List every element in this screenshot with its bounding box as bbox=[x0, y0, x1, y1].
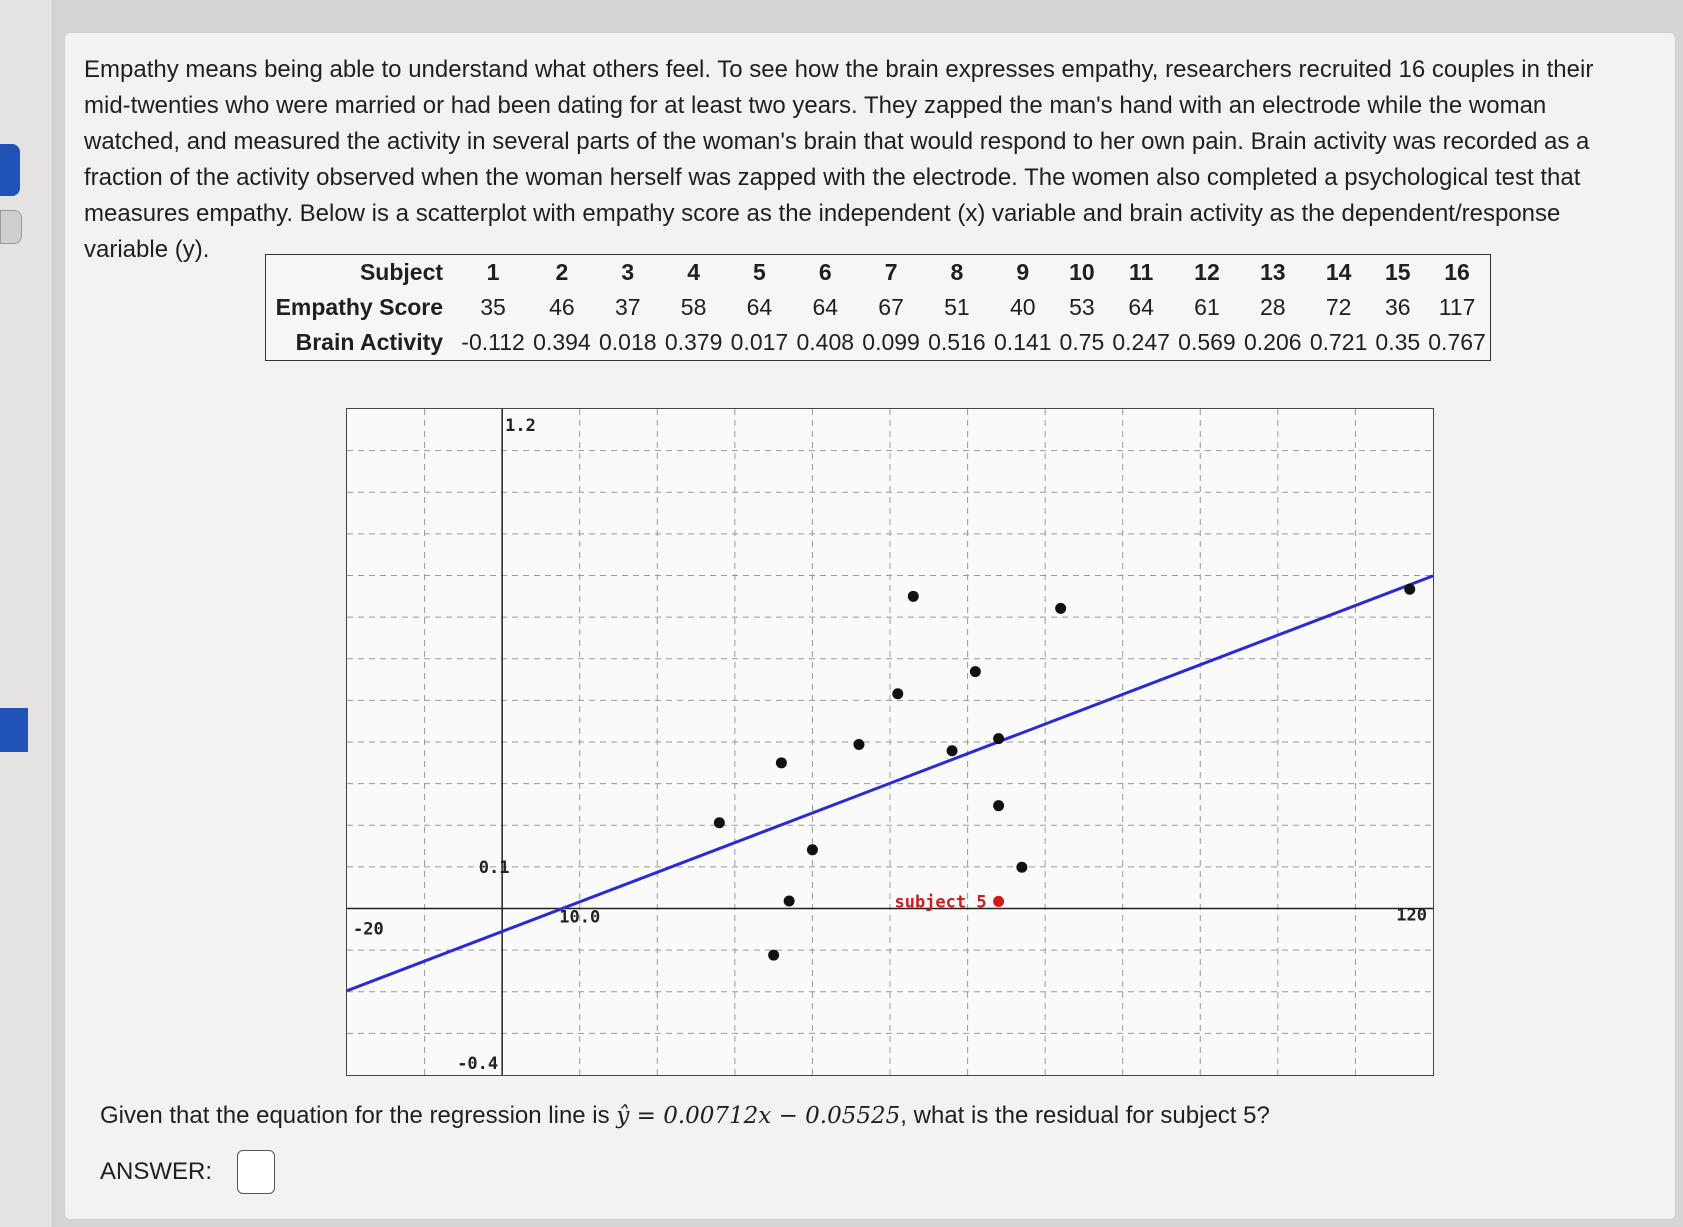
brain-cell: 0.379 bbox=[664, 329, 723, 355]
y-tick-label: 0.1 bbox=[479, 858, 510, 878]
brain-cell: 0.35 bbox=[1375, 329, 1421, 355]
data-point bbox=[806, 844, 818, 856]
question-prefix: Given that the equation for the regressi… bbox=[100, 1102, 617, 1129]
x-min-label: -20 bbox=[353, 920, 384, 940]
empathy-cell: 64 bbox=[1128, 294, 1154, 320]
x-max-label: 120 bbox=[1396, 906, 1427, 926]
question-text: Given that the equation for the regressi… bbox=[100, 1102, 1270, 1130]
subject-cell: 7 bbox=[884, 259, 898, 285]
subject-cell: 5 bbox=[753, 259, 766, 285]
x-tick-label: 10.0 bbox=[559, 908, 600, 928]
empathy-cell: 35 bbox=[480, 294, 506, 320]
empathy-cell: 36 bbox=[1385, 294, 1411, 320]
brain-cell: 0.569 bbox=[1178, 329, 1236, 355]
row-label-empathy: Empathy Score bbox=[275, 294, 444, 320]
problem-text: Empathy means being able to understand w… bbox=[84, 56, 1594, 263]
table-row-subject: Subject 1 2 3 4 5 6 7 8 9 10 11 12 13 14 15 16 bbox=[266, 255, 1491, 291]
subject-cell: 13 bbox=[1259, 259, 1286, 285]
scatterplot: 1.2 -0.4 -20 120 0.1 10.0 subject 5 bbox=[346, 408, 1434, 1076]
data-table: Subject 1 2 3 4 5 6 7 8 9 10 11 12 13 14 15 16 Empathy … bbox=[265, 254, 1491, 361]
empathy-cell: 64 bbox=[812, 294, 839, 320]
subject-cell: 12 bbox=[1194, 259, 1220, 285]
subject-cell: 1 bbox=[486, 259, 500, 285]
brain-cell: 0.018 bbox=[598, 329, 657, 355]
answer-label: ANSWER: bbox=[100, 1158, 213, 1185]
empathy-cell: 72 bbox=[1325, 294, 1352, 320]
question-suffix: , what is the residual for subject 5? bbox=[900, 1102, 1270, 1129]
subject-cell: 4 bbox=[687, 259, 700, 285]
data-point bbox=[993, 733, 1005, 745]
subject-cell: 15 bbox=[1385, 259, 1411, 285]
subject-cell: 11 bbox=[1128, 259, 1154, 285]
data-point bbox=[775, 757, 787, 769]
subject-cell: 3 bbox=[621, 259, 635, 285]
brain-cell: 0.75 bbox=[1059, 329, 1105, 355]
y-max-label: 1.2 bbox=[505, 416, 536, 436]
subject-cell: 10 bbox=[1069, 259, 1095, 285]
brain-cell: 0.516 bbox=[928, 329, 986, 355]
brain-cell: 0.247 bbox=[1112, 329, 1170, 355]
regression-line bbox=[347, 574, 1433, 993]
empathy-cell: 61 bbox=[1194, 294, 1220, 320]
brain-cell: 0.721 bbox=[1309, 329, 1368, 355]
subject-cell: 6 bbox=[818, 259, 832, 285]
empathy-cell: 40 bbox=[1009, 294, 1036, 320]
nav-button-marker[interactable] bbox=[0, 708, 28, 752]
empathy-cell: 117 bbox=[1438, 294, 1476, 320]
empathy-cell: 67 bbox=[878, 294, 904, 320]
y-min-label: -0.4 bbox=[457, 1054, 498, 1074]
empathy-cell: 28 bbox=[1259, 294, 1286, 320]
scatterplot-svg: 1.2 -0.4 -20 120 0.1 10.0 subject 5 bbox=[347, 409, 1433, 1075]
highlight-label: subject 5 bbox=[894, 892, 986, 912]
highlight-point bbox=[993, 895, 1005, 907]
left-sidebar bbox=[0, 0, 53, 1227]
row-label-brain: Brain Activity bbox=[295, 329, 444, 355]
data-point bbox=[768, 949, 780, 961]
data-point bbox=[853, 738, 865, 750]
nav-button-active[interactable] bbox=[0, 144, 20, 196]
brain-cell: 0.206 bbox=[1244, 329, 1302, 355]
data-point bbox=[969, 666, 981, 678]
data-point bbox=[907, 590, 919, 602]
row-label-subject: Subject bbox=[359, 259, 444, 285]
data-point bbox=[946, 745, 958, 757]
empathy-cell: 37 bbox=[614, 294, 641, 320]
empathy-cell: 58 bbox=[680, 294, 707, 320]
subject-cell: 2 bbox=[555, 259, 569, 285]
brain-cell: 0.099 bbox=[862, 329, 920, 355]
brain-cell: 0.408 bbox=[796, 329, 855, 355]
data-point bbox=[993, 800, 1005, 812]
brain-cell: 0.017 bbox=[730, 329, 789, 355]
brain-cell: 0.767 bbox=[1428, 329, 1486, 355]
data-point bbox=[892, 688, 904, 700]
brain-cell: -0.112 bbox=[461, 329, 525, 355]
empathy-cell: 53 bbox=[1069, 294, 1095, 320]
table-row-brain: Brain Activity -0.112 0.394 0.018 0.379 0.01… bbox=[266, 325, 1491, 361]
subject-cell: 16 bbox=[1444, 259, 1470, 285]
data-point bbox=[1055, 602, 1067, 614]
subject-cell: 9 bbox=[1016, 259, 1030, 285]
data-point bbox=[1016, 861, 1028, 873]
brain-cell: 0.394 bbox=[533, 329, 591, 355]
empathy-cell: 64 bbox=[746, 294, 773, 320]
answer-row: ANSWER: bbox=[100, 1150, 275, 1194]
data-point bbox=[783, 895, 795, 907]
data-point bbox=[1404, 583, 1416, 595]
subject-cell: 14 bbox=[1325, 259, 1352, 285]
answer-input[interactable] bbox=[236, 1150, 275, 1194]
regression-equation: ŷ = 0.00712x − 0.05525 bbox=[616, 1103, 901, 1129]
empathy-cell: 46 bbox=[549, 294, 575, 320]
subject-cell: 8 bbox=[950, 259, 964, 285]
table-row-empathy: Empathy Score 35 46 37 58 64 64 67 51 40 53 64 61 28… bbox=[266, 290, 1491, 325]
brain-cell: 0.141 bbox=[993, 329, 1052, 355]
nav-button[interactable] bbox=[0, 210, 22, 244]
data-point bbox=[713, 817, 725, 829]
empathy-cell: 51 bbox=[944, 294, 970, 320]
